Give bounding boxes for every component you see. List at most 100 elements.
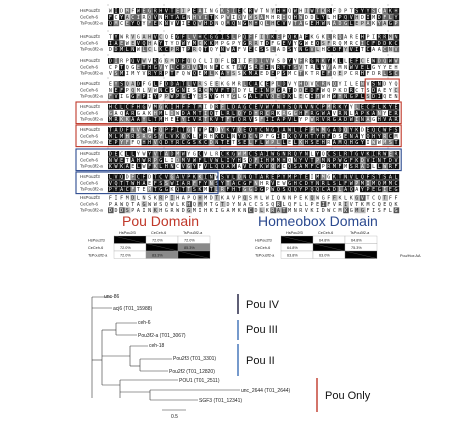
residue-letter: Q [126, 202, 129, 208]
residue-cell [337, 110, 344, 116]
residue-letter: G [277, 41, 280, 47]
residue-letter: T [171, 9, 174, 15]
residue-cell [276, 64, 282, 70]
residue-letter: D [109, 152, 112, 158]
residue-cell [242, 20, 248, 27]
residue-letter: A [182, 196, 185, 202]
residue-letter: V [266, 59, 269, 65]
residue-cell [315, 93, 321, 100]
residue-letter: S [378, 208, 381, 214]
residue-letter: F [199, 181, 202, 187]
residue-letter: N [148, 208, 151, 214]
residue-letter: Q [120, 175, 123, 181]
residue-cell [264, 174, 271, 180]
residue-letter: N [361, 82, 364, 88]
residue-letter: A [255, 82, 258, 88]
residue-letter: L [344, 196, 347, 202]
residue-letter: V [115, 175, 118, 181]
residue-letter: I [204, 111, 207, 117]
residue-cell [136, 127, 142, 133]
homeobox-domain-box [75, 171, 219, 195]
residue-cell [197, 87, 204, 93]
residue-cell [332, 163, 338, 170]
residue-letter: P [271, 82, 274, 88]
residue-letter: F [260, 94, 263, 100]
residue-letter: R [243, 117, 247, 123]
residue-letter: N [143, 196, 146, 202]
residue-letter: V [193, 82, 196, 88]
residue-letter: C [204, 35, 207, 41]
residue-letter: D [115, 208, 118, 214]
residue-letter: H [154, 111, 157, 117]
residue-cell [354, 174, 360, 180]
residue-cell [108, 20, 114, 27]
residue-letter: T [221, 202, 224, 208]
table-value: 64.8% [351, 238, 362, 242]
residue-cell [304, 133, 310, 139]
residue-cell [130, 93, 136, 100]
residue-letter: G [243, 21, 246, 27]
residue-cell [376, 163, 383, 170]
residue-letter: F [339, 47, 342, 53]
residue-letter: E [316, 140, 319, 146]
residue-letter: N [131, 128, 134, 134]
residue-letter: F [266, 134, 269, 140]
residue-letter: P [333, 158, 336, 164]
residue-letter: I [311, 94, 314, 100]
residue-cell [175, 14, 181, 20]
residue-letter: C [131, 15, 134, 21]
residue-cell [298, 93, 304, 100]
residue-cell [253, 133, 260, 139]
residue-letter: E [199, 71, 202, 77]
residue-cell [192, 110, 198, 116]
table-value: 64.8% [287, 246, 298, 250]
residue-letter: V [367, 82, 370, 88]
residue-letter: I [378, 94, 381, 100]
residue-letter: G [176, 35, 179, 41]
residue-letter: H [210, 134, 213, 140]
residue-letter: L [227, 105, 230, 111]
residue-letter: W [327, 208, 331, 214]
residue-cell [337, 139, 344, 146]
residue-letter: L [193, 134, 196, 140]
residue-letter: F [126, 128, 129, 134]
residue-letter: V [115, 94, 118, 100]
residue-letter: Q [339, 41, 342, 47]
species-label: CeCeh-6 [80, 14, 99, 19]
residue-letter: V [288, 21, 291, 27]
residue-letter: C [367, 105, 370, 111]
residue-cell [320, 133, 327, 139]
residue-cell [309, 116, 316, 123]
residue-cell [192, 8, 198, 14]
residue-letter: G [344, 21, 347, 27]
residue-letter: F [193, 181, 196, 187]
residue-cell [320, 110, 327, 116]
residue-letter: R [154, 9, 158, 15]
residue-letter: L [221, 111, 224, 117]
residue-letter: T [204, 47, 207, 53]
residue-cell [388, 46, 394, 53]
residue-letter: V [350, 202, 353, 208]
residue-cell [360, 93, 366, 100]
residue-letter: T [311, 158, 314, 164]
residue-letter: P [322, 164, 325, 170]
residue-letter: P [238, 196, 241, 202]
residue-letter: I [372, 158, 375, 164]
residue-letter: M [344, 164, 347, 170]
residue-cell [225, 157, 232, 163]
residue-letter: H [294, 181, 297, 187]
residue-letter: C [165, 47, 168, 53]
residue-letter: E [143, 9, 146, 15]
residue-letter: D [372, 71, 375, 77]
residue-cell [287, 34, 293, 40]
residue-letter: Q [238, 111, 241, 117]
residue-letter: A [115, 202, 118, 208]
residue-letter: G [243, 187, 246, 193]
residue-letter: C [316, 164, 319, 170]
residue-letter: M [339, 140, 342, 146]
residue-cell [332, 180, 338, 186]
residue-letter: Y [215, 47, 218, 53]
residue-letter: T [210, 187, 213, 193]
residue-letter: F [372, 41, 375, 47]
residue-letter: K [171, 187, 174, 193]
